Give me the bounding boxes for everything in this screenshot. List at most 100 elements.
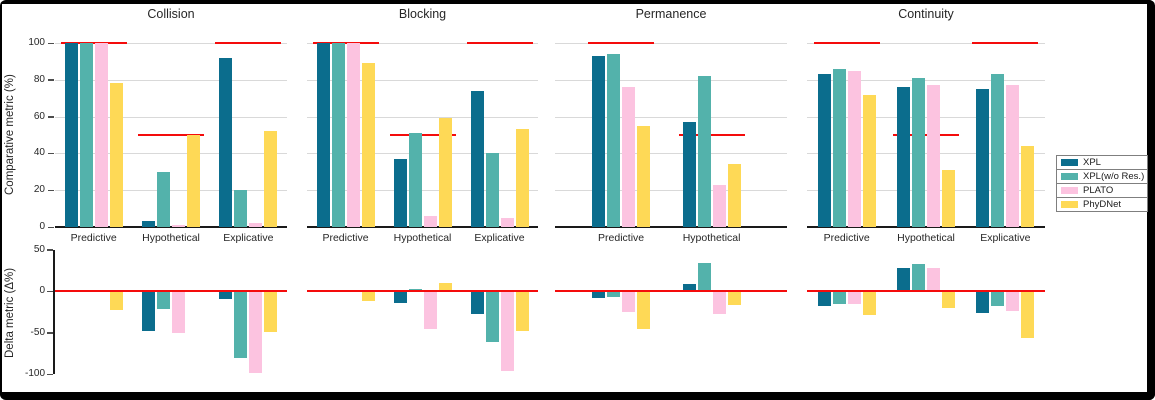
legend-swatch-phydnet (1061, 201, 1078, 208)
gridline (807, 116, 1045, 118)
bar-xpl-comparative (682, 122, 696, 227)
legend-label: XPL (1083, 157, 1101, 168)
bar-plato-delta (249, 292, 263, 374)
bar-phydnet-comparative (942, 169, 955, 227)
top-tick-label: 80 (33, 73, 45, 85)
bar-xpl-delta (592, 292, 606, 298)
bar-phydnet-delta (264, 292, 278, 332)
target-line (813, 42, 880, 44)
bar-xpl-wo-res-comparative (79, 43, 93, 227)
target-line (215, 42, 282, 44)
bottom-tick-mark (47, 332, 53, 334)
legend-label: PLATO (1083, 185, 1114, 196)
category-label: Predictive (322, 232, 369, 244)
gridline (807, 190, 1045, 192)
gridline (555, 79, 787, 81)
top-tick-mark (48, 226, 54, 228)
bar-xpl-wo-res-comparative (607, 54, 621, 227)
bar-xpl-comparative (316, 43, 330, 227)
panel-title: Blocking (398, 7, 447, 21)
category-label: Explicative (474, 232, 525, 244)
bar-xpl-wo-res-comparative (991, 74, 1005, 227)
bar-xpl-comparative (393, 158, 407, 227)
top-tick-label: 0 (39, 221, 45, 232)
gridline (807, 43, 1045, 44)
target-line (138, 134, 204, 136)
bar-phydnet-comparative (862, 94, 876, 227)
legend-label: PhyDNet (1083, 199, 1122, 210)
gridline (307, 116, 538, 118)
category-label: Hypothetical (142, 232, 200, 244)
gridline (307, 79, 538, 81)
frame-bottom (0, 392, 1155, 400)
category-label: Predictive (70, 232, 117, 244)
bar-plato-comparative (172, 225, 185, 227)
bar-plato-delta (423, 292, 437, 329)
panel-title: Permanence (635, 7, 707, 21)
bar-xpl-comparative (976, 89, 990, 227)
bottom-tick-mark (47, 373, 53, 375)
bar-plato-comparative (712, 184, 726, 227)
target-line (678, 134, 745, 136)
bar-plato-delta (622, 292, 636, 312)
bar-phydnet-comparative (515, 129, 529, 227)
category-label: Predictive (823, 232, 870, 244)
bar-xpl-delta (470, 292, 484, 314)
bar-plato-delta (847, 292, 861, 305)
top-tick-mark (48, 116, 54, 118)
legend-swatch-xpl-wo-res (1061, 173, 1078, 180)
bar-xpl-wo-res-comparative (912, 77, 925, 227)
gridline (555, 190, 787, 192)
bar-xpl-wo-res-delta (697, 263, 711, 290)
gridline (55, 116, 287, 118)
category-label: Predictive (598, 232, 645, 244)
bottom-tick-label: -50 (30, 326, 45, 338)
bar-xpl-comparative (142, 221, 155, 227)
bar-plato-delta (927, 267, 940, 290)
bar-xpl-wo-res-delta (485, 292, 499, 342)
category-label: Explicative (223, 232, 274, 244)
bar-plato-comparative (622, 87, 636, 227)
y-axis-label-comparative: Comparative metric (%) (4, 74, 16, 196)
gridline (555, 153, 787, 155)
category-label: Hypothetical (682, 232, 741, 244)
bar-plato-comparative (927, 85, 940, 227)
legend-swatch-xpl (1061, 159, 1078, 166)
bar-xpl-comparative (592, 55, 606, 227)
gridline (807, 153, 1045, 155)
bar-xpl-wo-res-delta (991, 292, 1005, 307)
bar-xpl-wo-res-comparative (157, 171, 170, 227)
top-tick-mark (48, 42, 54, 44)
bar-xpl-comparative (817, 74, 831, 227)
bar-plato-comparative (423, 215, 437, 227)
target-line (60, 42, 127, 44)
bar-plato-comparative (94, 43, 108, 227)
legend-item-phydnet: PhyDNet (1056, 197, 1148, 212)
bar-phydnet-comparative (361, 63, 375, 227)
bottom-axis-spine (53, 249, 55, 374)
bar-phydnet-delta (515, 292, 529, 331)
gridline (55, 79, 287, 81)
target-line (466, 42, 533, 44)
legend-swatch-plato (1061, 187, 1078, 194)
y-axis-label-delta: Delta metric (Δ%) (4, 267, 16, 359)
gridline (55, 153, 287, 155)
gridline (307, 190, 538, 192)
gridline (555, 43, 787, 44)
category-label: Hypothetical (897, 232, 955, 244)
bar-plato-comparative (500, 217, 514, 227)
top-x-axis (307, 226, 538, 228)
bar-phydnet-delta (862, 292, 876, 316)
legend-label: XPL(w/o Res.) (1083, 171, 1145, 182)
delta-zero-line (55, 290, 287, 292)
bar-plato-comparative (1006, 85, 1020, 227)
bar-xpl-comparative (897, 87, 910, 227)
top-tick-label: 40 (33, 147, 45, 159)
legend: XPL XPL(w/o Res.) PLATO PhyDNet (1056, 155, 1148, 212)
panel-title: Continuity (898, 7, 954, 21)
gridline (55, 43, 287, 44)
target-line (312, 42, 379, 44)
bar-plato-delta (172, 292, 185, 333)
bar-xpl-wo-res-comparative (697, 76, 711, 227)
bar-phydnet-delta (637, 292, 651, 330)
